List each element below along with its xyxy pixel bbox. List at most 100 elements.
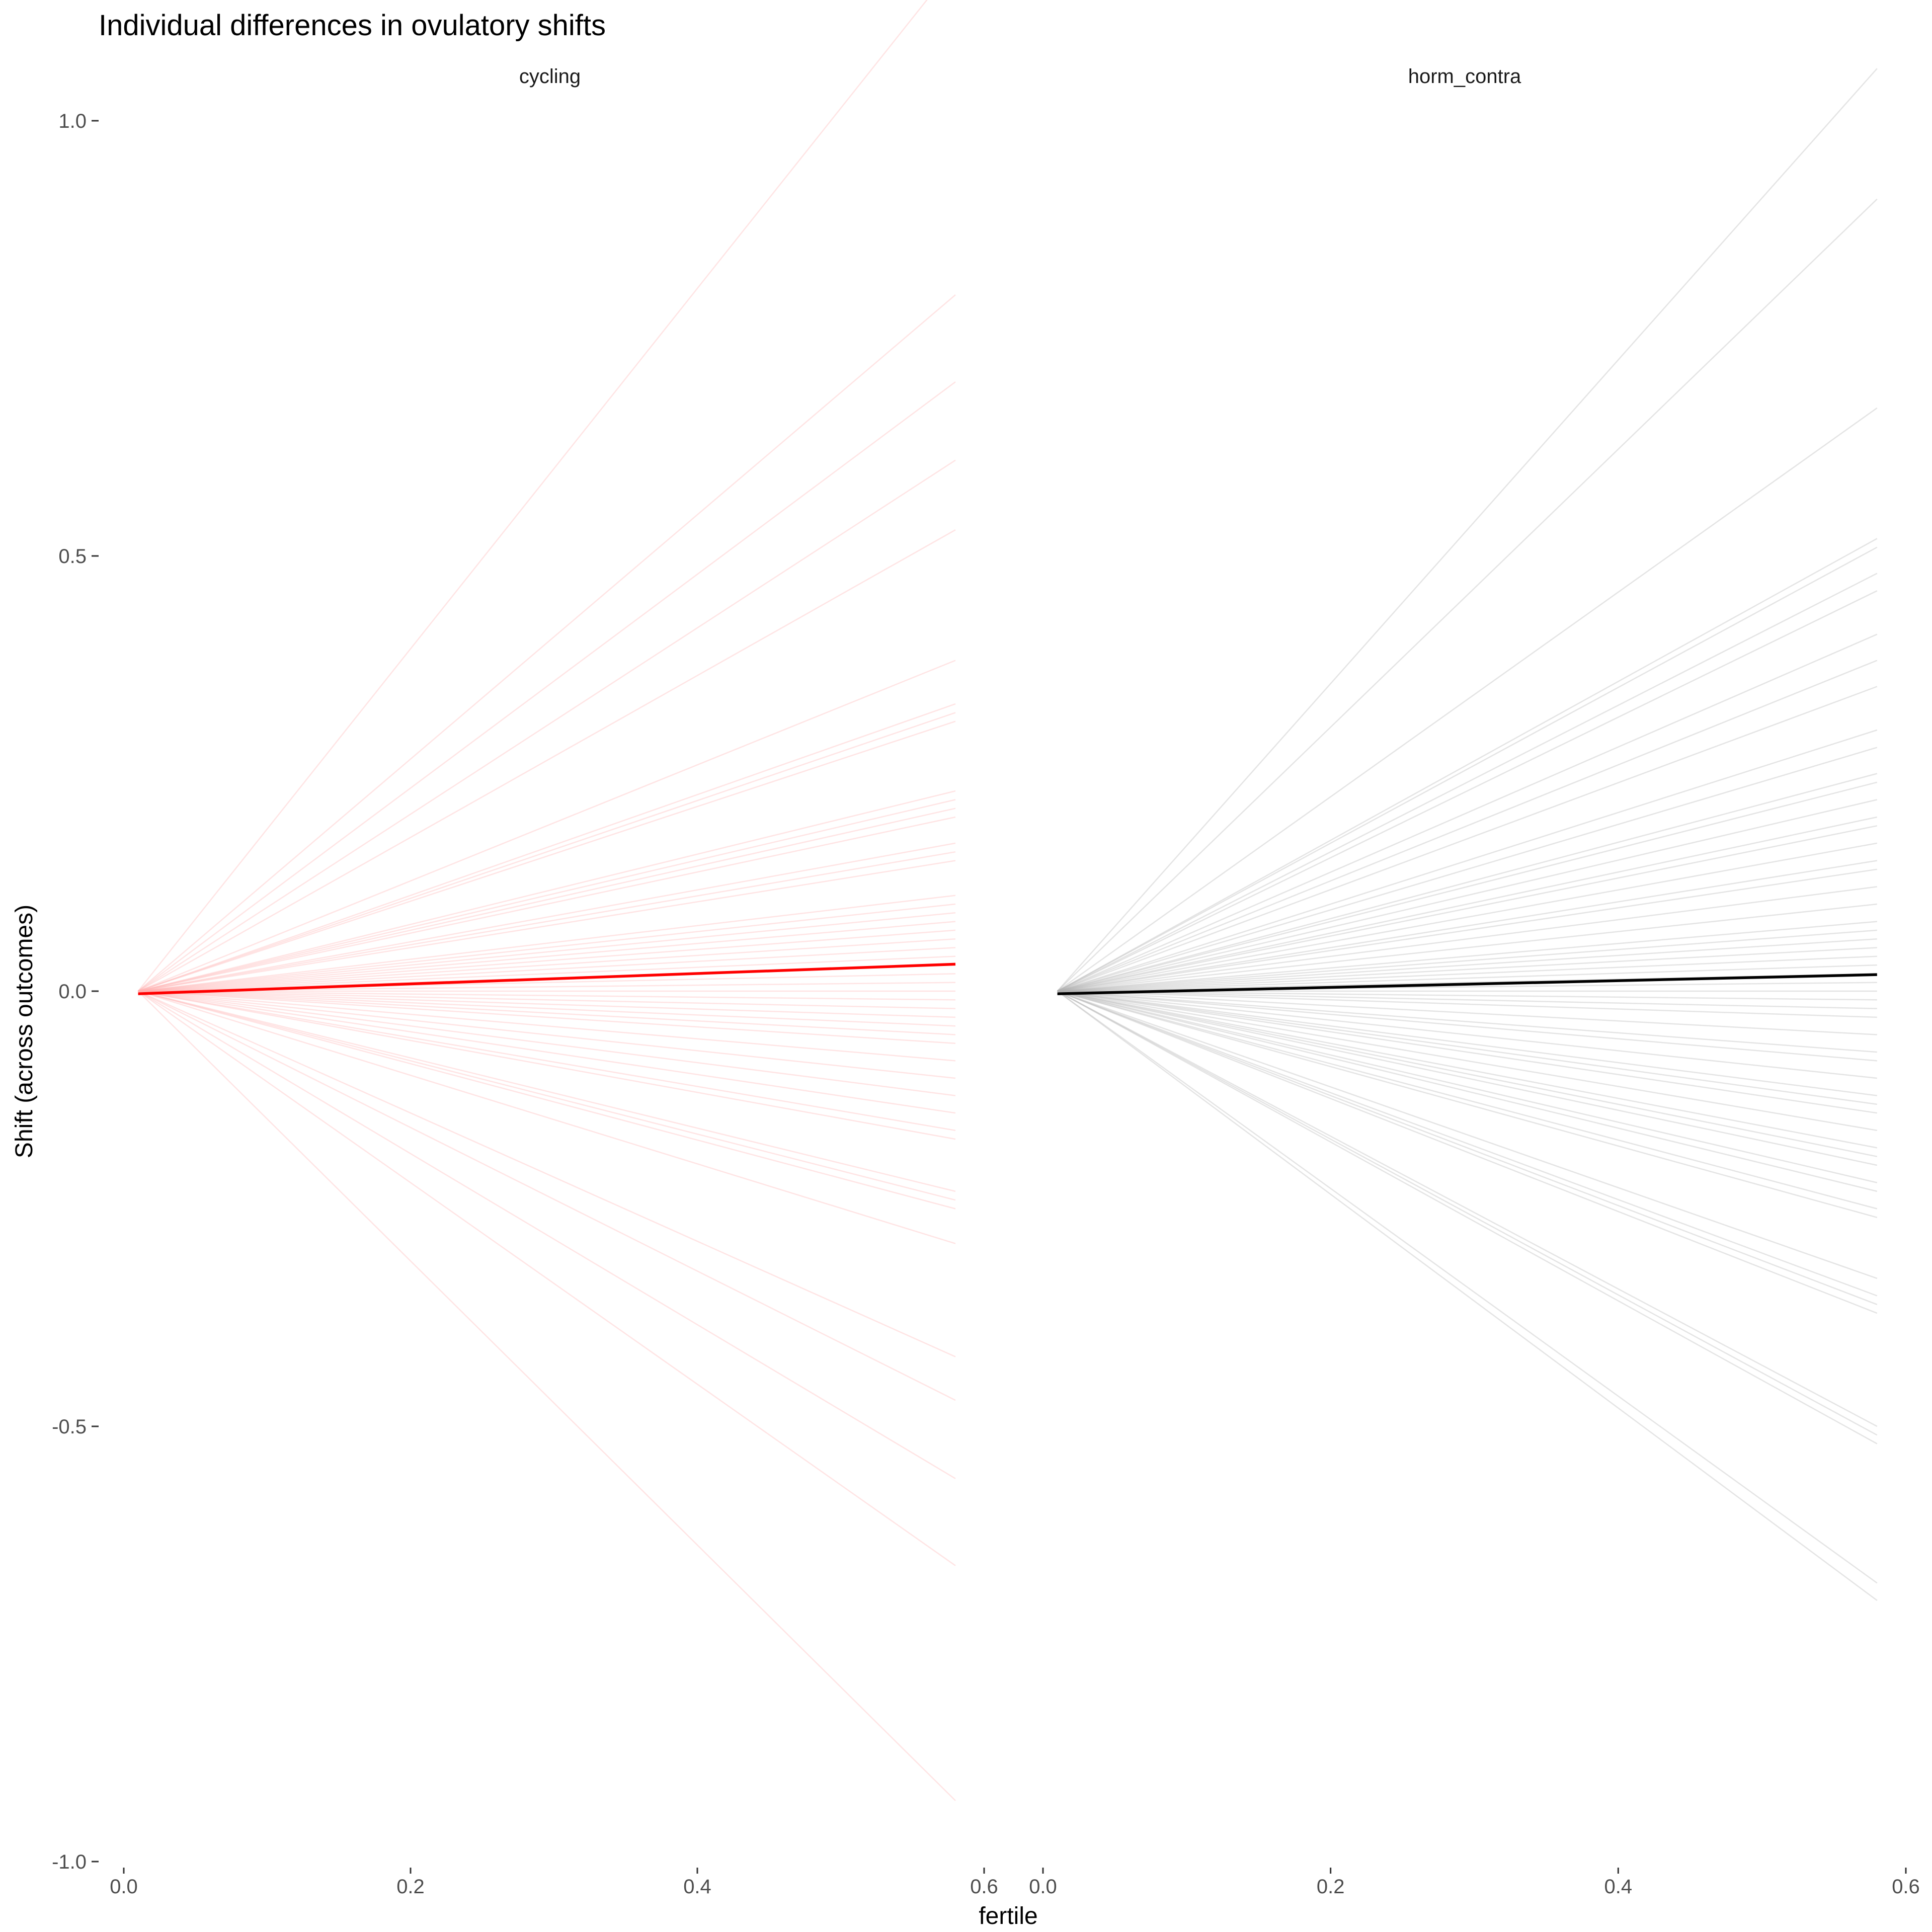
individual-line (138, 842, 956, 992)
individual-line (1057, 781, 1878, 992)
x-axis-title: fertile (979, 1903, 1037, 1929)
individual-line (1057, 633, 1878, 992)
individual-line (138, 921, 956, 992)
mean-line (138, 962, 956, 995)
chart-title: Individual differences in ovulatory shif… (99, 9, 606, 42)
individual-line (138, 660, 956, 992)
individual-line (138, 938, 956, 992)
individual-line (1057, 990, 1878, 1183)
individual-line (1057, 990, 1878, 1114)
individual-line (1057, 990, 1878, 1444)
individual-line (138, 912, 956, 992)
panel-cycling (137, 0, 956, 1801)
panel-horm-contra (1057, 68, 1878, 1601)
individual-line (138, 990, 956, 1001)
individual-line (138, 990, 956, 1114)
individual-line (1057, 990, 1878, 1314)
x-tick-label: 0.2 (396, 1876, 425, 1898)
panel-strip-label-cycling: cycling (519, 65, 581, 88)
individual-line (138, 990, 956, 1018)
individual-line (1057, 590, 1878, 992)
individual-line (138, 990, 956, 1244)
x-axis-cycling: 0.0 0.2 0.4 0.6 (110, 1868, 998, 1898)
individual-line (137, 990, 956, 1357)
individual-line (1057, 990, 1878, 1297)
individual-line (1057, 990, 1878, 1427)
individual-line (1057, 538, 1878, 992)
x-axis-horm-contra: 0.0 0.2 0.4 0.6 (1029, 1868, 1920, 1898)
individual-line (1057, 868, 1878, 992)
individual-line (1057, 990, 1878, 1210)
individual-line (138, 955, 956, 992)
individual-line (1057, 686, 1878, 992)
y-tick-label: 0.0 (58, 981, 87, 1003)
y-tick-label: 0.5 (58, 545, 87, 568)
individual-line (137, 991, 956, 1801)
individual-line (138, 903, 956, 992)
individual-line (138, 808, 956, 992)
individual-line (1057, 68, 1878, 992)
individual-line (1057, 990, 1878, 1192)
x-tick-label: 0.6 (970, 1876, 998, 1898)
individual-line (138, 790, 956, 992)
individual-line (1057, 842, 1878, 992)
individual-line (138, 895, 956, 992)
individual-line (138, 990, 956, 1096)
x-tick-label: 0.4 (683, 1876, 711, 1898)
x-tick-label: 0.4 (1604, 1876, 1633, 1898)
individual-line (1057, 964, 1877, 992)
individual-line (1057, 990, 1877, 1096)
individual-line (137, 990, 956, 1401)
individual-line (1057, 938, 1877, 992)
individual-line (137, 990, 956, 1479)
individual-line (138, 990, 956, 1009)
individual-line (1057, 990, 1878, 1279)
individual-line (138, 929, 956, 992)
individual-line (1057, 860, 1878, 992)
individual-line (1057, 816, 1878, 992)
individual-line (138, 990, 956, 1140)
individual-line (138, 851, 956, 992)
individual-line (138, 703, 956, 992)
y-axis: -1.0 -0.5 0.0 0.5 1.0 (52, 110, 99, 1873)
individual-line (138, 947, 956, 992)
x-tick-label: 0.6 (1892, 1876, 1920, 1898)
individual-line (138, 990, 956, 1132)
mean-line (1057, 973, 1877, 995)
individual-line (1057, 198, 1878, 992)
individual-line (1057, 990, 1877, 1009)
panel-strip-label-horm-contra: horm_contra (1408, 65, 1521, 88)
y-tick-label: -0.5 (52, 1416, 87, 1438)
individual-line (138, 720, 956, 992)
individual-line (1057, 990, 1878, 1166)
individual-line (138, 990, 956, 1201)
individual-line (138, 712, 956, 992)
individual-line (1057, 990, 1878, 1105)
individual-line (1057, 990, 1877, 1062)
individual-line (1057, 990, 1878, 1132)
individual-line (1057, 990, 1877, 1018)
individual-line (137, 294, 956, 992)
individual-line (137, 529, 956, 992)
individual-line (137, 990, 956, 1566)
x-tick-label: 0.0 (1029, 1876, 1057, 1898)
individual-line (1057, 990, 1877, 1079)
individual-line (1057, 955, 1877, 992)
individual-line (1057, 660, 1878, 992)
individual-line (1057, 990, 1878, 1219)
y-tick-label: -1.0 (52, 1851, 87, 1873)
individual-line (1057, 903, 1877, 992)
y-tick-label: 1.0 (58, 110, 87, 132)
individual-line (1057, 990, 1878, 1584)
individual-line (1057, 990, 1877, 1053)
individual-line (1057, 799, 1878, 992)
individual-line (1057, 729, 1878, 992)
x-tick-label: 0.0 (110, 1876, 138, 1898)
individual-line (1057, 990, 1877, 1001)
individual-line (1057, 921, 1877, 992)
individual-line (138, 990, 956, 1062)
individual-line (1057, 990, 1877, 1035)
individual-line (1057, 546, 1878, 992)
individual-line (1057, 747, 1878, 992)
